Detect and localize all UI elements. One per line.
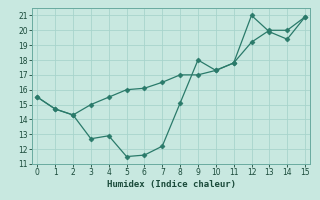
X-axis label: Humidex (Indice chaleur): Humidex (Indice chaleur) [107, 180, 236, 189]
